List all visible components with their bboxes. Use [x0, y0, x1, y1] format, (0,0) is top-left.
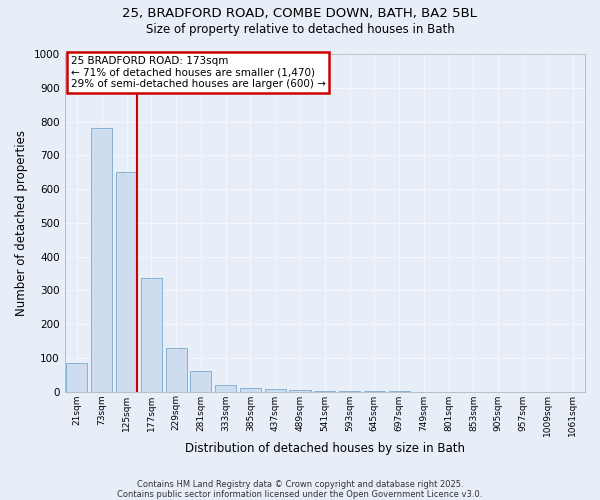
Bar — [67, 363, 88, 392]
Bar — [166, 348, 187, 392]
Bar — [190, 372, 211, 392]
Bar — [265, 389, 286, 392]
Text: 25 BRADFORD ROAD: 173sqm
← 71% of detached houses are smaller (1,470)
29% of sem: 25 BRADFORD ROAD: 173sqm ← 71% of detach… — [71, 56, 326, 89]
Bar — [141, 278, 162, 392]
Y-axis label: Number of detached properties: Number of detached properties — [15, 130, 28, 316]
Bar — [339, 391, 360, 392]
X-axis label: Distribution of detached houses by size in Bath: Distribution of detached houses by size … — [185, 442, 465, 455]
Bar — [215, 385, 236, 392]
Bar — [91, 128, 112, 392]
Bar — [314, 390, 335, 392]
Bar — [116, 172, 137, 392]
Bar — [240, 388, 261, 392]
Bar — [289, 390, 311, 392]
Text: Size of property relative to detached houses in Bath: Size of property relative to detached ho… — [146, 22, 454, 36]
Text: Contains HM Land Registry data © Crown copyright and database right 2025.
Contai: Contains HM Land Registry data © Crown c… — [118, 480, 482, 499]
Text: 25, BRADFORD ROAD, COMBE DOWN, BATH, BA2 5BL: 25, BRADFORD ROAD, COMBE DOWN, BATH, BA2… — [122, 8, 478, 20]
